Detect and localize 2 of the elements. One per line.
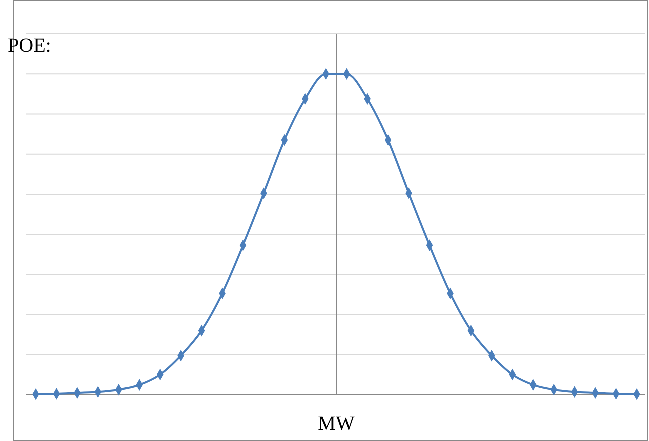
y-axis-title: POE: — [8, 35, 52, 57]
x-axis-title: MW — [318, 413, 355, 435]
